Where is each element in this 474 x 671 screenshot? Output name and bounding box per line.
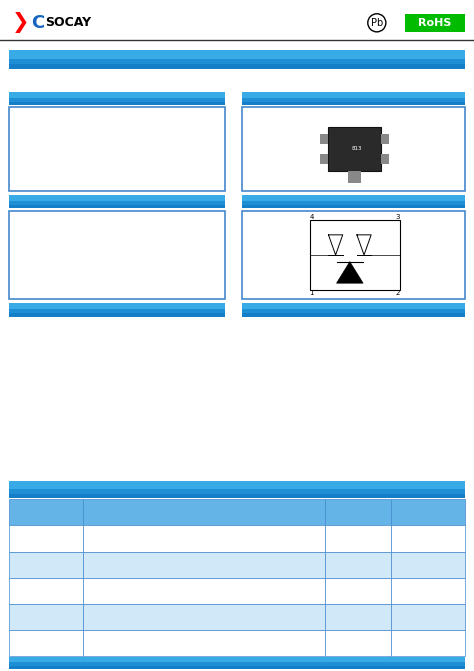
Text: RoHS: RoHS [418, 18, 451, 28]
Bar [242, 195, 465, 201]
Bar [9, 102, 225, 105]
Bar [9, 92, 225, 98]
Text: ❯: ❯ [12, 12, 29, 34]
Text: 1: 1 [310, 290, 314, 296]
Bar [9, 303, 225, 309]
Bar [242, 303, 465, 317]
Text: C: C [31, 14, 44, 32]
Bar [242, 92, 465, 105]
Bar [348, 171, 361, 183]
Bar [328, 127, 381, 171]
Bar [9, 92, 225, 105]
Bar [242, 195, 465, 208]
Bar [242, 102, 465, 105]
Bar [325, 604, 391, 630]
Bar [9, 107, 225, 191]
Text: SOCAY: SOCAY [45, 16, 91, 30]
Bar [9, 481, 465, 488]
Text: 2: 2 [395, 290, 400, 296]
Bar [9, 50, 465, 59]
Text: 3: 3 [395, 214, 400, 220]
Bar [9, 205, 225, 208]
Bar [9, 313, 225, 317]
Bar [83, 630, 325, 656]
Bar [310, 220, 400, 290]
Bar [320, 134, 328, 144]
Bar [9, 195, 225, 201]
Bar [391, 499, 465, 525]
Bar [325, 499, 391, 525]
Bar [9, 499, 83, 525]
Bar [325, 630, 391, 656]
Bar [242, 303, 465, 309]
Bar [9, 525, 83, 552]
Bar [83, 525, 325, 552]
Bar [83, 578, 325, 604]
Bar [9, 578, 83, 604]
Bar [9, 211, 225, 299]
Bar [9, 494, 465, 498]
Bar [405, 14, 465, 32]
Bar [9, 64, 465, 69]
Bar [320, 154, 328, 164]
Bar [9, 195, 225, 208]
Bar [242, 211, 465, 299]
Bar [242, 313, 465, 317]
Polygon shape [337, 262, 363, 283]
Bar [9, 481, 465, 498]
Bar [9, 552, 83, 578]
Bar [391, 525, 465, 552]
Text: 813: 813 [352, 146, 362, 152]
Bar [381, 134, 389, 144]
Bar [9, 657, 465, 669]
Bar [83, 552, 325, 578]
Bar [9, 666, 465, 669]
Bar [9, 657, 465, 662]
Bar [242, 107, 465, 191]
Text: Pb: Pb [371, 18, 383, 28]
Bar [9, 303, 225, 317]
Bar [391, 578, 465, 604]
Bar [9, 50, 465, 69]
Bar [391, 552, 465, 578]
Bar [83, 604, 325, 630]
Bar [325, 525, 391, 552]
Bar [242, 92, 465, 98]
Text: 4: 4 [310, 214, 314, 220]
Bar [9, 630, 83, 656]
Bar [83, 499, 325, 525]
Bar [391, 630, 465, 656]
Bar [325, 552, 391, 578]
Bar [9, 604, 83, 630]
Bar [381, 154, 389, 164]
Bar [242, 205, 465, 208]
Bar [391, 604, 465, 630]
Bar [325, 578, 391, 604]
